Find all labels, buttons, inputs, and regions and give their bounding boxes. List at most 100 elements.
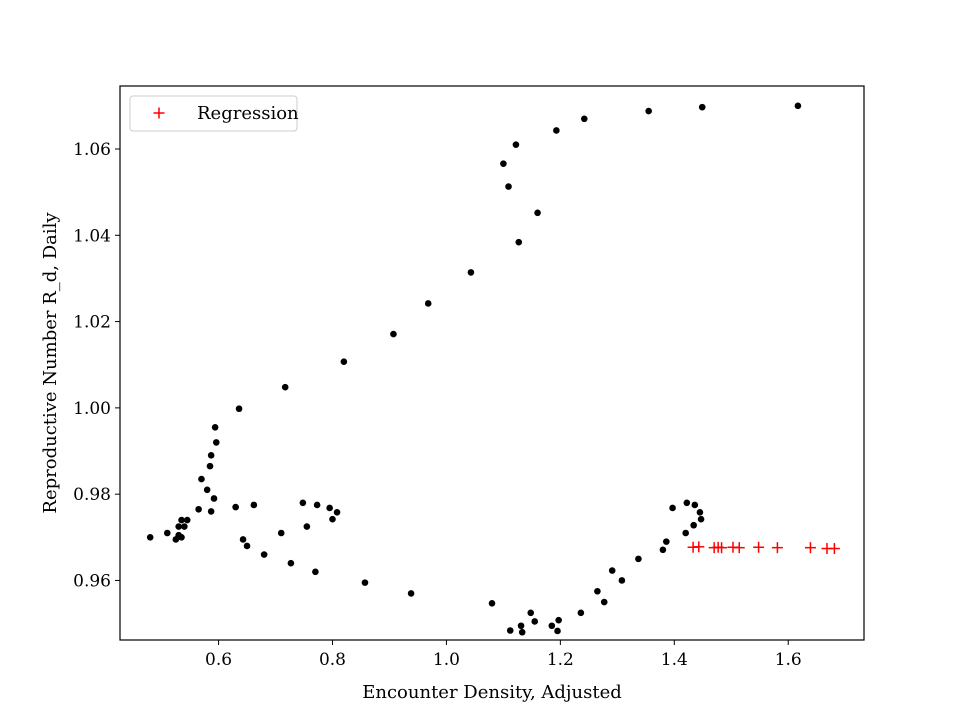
data-point bbox=[211, 423, 219, 431]
data-point bbox=[260, 551, 268, 558]
x-axis-label: Encounter Density, Adjusted bbox=[362, 682, 622, 703]
x-tick-label: 1.2 bbox=[547, 650, 574, 670]
data-point bbox=[210, 495, 218, 502]
y-tick-label: 1.02 bbox=[73, 313, 111, 333]
data-point bbox=[181, 523, 188, 530]
data-point bbox=[303, 523, 311, 530]
data-point bbox=[577, 609, 585, 617]
data-point bbox=[580, 115, 588, 123]
data-point bbox=[207, 508, 215, 515]
data-point bbox=[527, 609, 535, 617]
y-tick-label: 0.96 bbox=[73, 571, 111, 591]
data-point bbox=[467, 269, 475, 276]
data-point bbox=[594, 587, 601, 595]
data-point bbox=[207, 452, 215, 459]
data-point bbox=[691, 501, 699, 509]
data-point bbox=[178, 534, 185, 541]
data-point bbox=[235, 405, 243, 413]
data-point bbox=[424, 300, 432, 307]
y-tick-label: 1.00 bbox=[73, 399, 111, 419]
legend-marker-regression bbox=[153, 107, 165, 119]
data-point bbox=[243, 542, 251, 550]
data-point bbox=[555, 616, 562, 624]
data-point bbox=[390, 330, 397, 338]
data-point bbox=[505, 183, 512, 190]
x-tick-label: 0.6 bbox=[205, 650, 232, 670]
plot-frame bbox=[119, 85, 865, 641]
data-point bbox=[696, 508, 704, 516]
data-point bbox=[669, 504, 676, 512]
data-point bbox=[554, 627, 561, 635]
data-point bbox=[146, 534, 154, 541]
data-point bbox=[203, 486, 211, 494]
regression-point bbox=[693, 541, 705, 553]
data-point bbox=[534, 209, 541, 217]
y-tick-label: 1.04 bbox=[73, 226, 111, 246]
data-point bbox=[333, 508, 341, 516]
data-point bbox=[512, 141, 520, 148]
data-point bbox=[232, 503, 239, 511]
y-tick-label: 1.06 bbox=[73, 140, 111, 160]
legend-box bbox=[129, 95, 298, 132]
data-point bbox=[277, 529, 285, 537]
data-point bbox=[518, 628, 526, 636]
points-layer bbox=[146, 102, 840, 636]
data-point bbox=[340, 358, 348, 366]
data-point bbox=[195, 505, 202, 513]
data-point bbox=[488, 600, 496, 607]
regression-point bbox=[753, 541, 765, 553]
data-point bbox=[697, 515, 705, 523]
data-point bbox=[312, 568, 319, 576]
data-point bbox=[175, 523, 182, 530]
data-point bbox=[313, 501, 321, 509]
data-point bbox=[608, 567, 616, 574]
data-point bbox=[548, 622, 556, 630]
x-tick-label: 1.6 bbox=[775, 650, 802, 670]
ticks-layer: 0.6 0.8 1.0 1.2 1.4 1.6 0.96 0.98 1.00 1.02 1.04 1.… bbox=[73, 140, 802, 670]
data-point bbox=[287, 559, 295, 567]
data-point bbox=[645, 107, 652, 115]
data-point bbox=[600, 598, 608, 606]
x-tick-label: 1.4 bbox=[661, 650, 688, 670]
data-point bbox=[690, 521, 697, 529]
data-point bbox=[183, 516, 191, 524]
data-point bbox=[553, 127, 560, 134]
y-axis-label: Reproductive Number R_d, Daily bbox=[40, 212, 61, 514]
data-point bbox=[659, 546, 667, 554]
data-point bbox=[698, 103, 706, 111]
y-tick-label: 0.98 bbox=[73, 485, 111, 505]
regression-point bbox=[733, 542, 745, 554]
data-point bbox=[500, 160, 507, 167]
data-point bbox=[361, 579, 369, 586]
data-point bbox=[329, 515, 336, 523]
data-point bbox=[250, 501, 258, 509]
x-tick-label: 1.0 bbox=[433, 650, 460, 670]
data-point bbox=[299, 499, 307, 507]
regression-point bbox=[804, 542, 816, 554]
legend-label-regression: Regression bbox=[197, 103, 299, 124]
data-point bbox=[531, 618, 539, 625]
data-point bbox=[506, 627, 514, 634]
data-point bbox=[326, 504, 333, 512]
data-point bbox=[517, 622, 525, 630]
data-point bbox=[163, 529, 171, 537]
data-point bbox=[682, 529, 689, 537]
data-point bbox=[794, 102, 802, 110]
x-tick-label: 0.8 bbox=[319, 650, 346, 670]
data-point bbox=[198, 475, 205, 483]
data-point bbox=[618, 577, 626, 584]
data-point bbox=[178, 516, 185, 524]
data-point bbox=[407, 590, 415, 597]
regression-point bbox=[716, 542, 728, 554]
data-point bbox=[515, 238, 523, 246]
legend: Regression bbox=[129, 95, 299, 132]
data-point bbox=[663, 538, 670, 545]
regression-point bbox=[828, 543, 840, 555]
regression-point bbox=[771, 542, 783, 554]
data-point bbox=[281, 383, 289, 391]
data-point bbox=[239, 536, 247, 543]
data-point bbox=[635, 555, 642, 563]
data-point bbox=[212, 439, 220, 446]
data-point bbox=[206, 462, 214, 470]
